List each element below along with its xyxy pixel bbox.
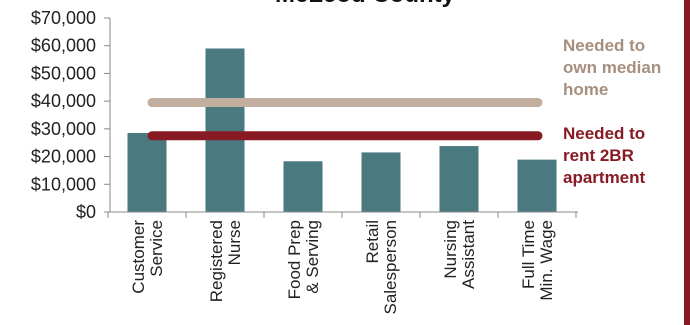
- chart-title: McLeod County: [275, 0, 456, 8]
- bar: [127, 133, 167, 212]
- y-tick-label: $70,000: [31, 8, 96, 28]
- axes: [107, 18, 578, 218]
- y-tick-label: $50,000: [31, 63, 96, 83]
- y-tick-label: $40,000: [31, 91, 96, 111]
- y-axis: $0 $10,000 $20,000 $30,000 $40,000 $50,000 $60…: [31, 8, 110, 222]
- x-tick-label: CustomerService: [129, 220, 166, 294]
- y-tick-label: $30,000: [31, 119, 96, 139]
- x-tick-label: Full TimeMin. Wage: [519, 220, 556, 301]
- reference-lines: [147, 98, 543, 141]
- x-tick-label: RetailSalesperson: [363, 220, 400, 315]
- bar: [205, 48, 245, 212]
- bar: [517, 159, 557, 212]
- x-tick-label: Food Prep& Serving: [285, 220, 322, 299]
- y-tick-label: $0: [76, 202, 96, 222]
- y-tick-label: $10,000: [31, 174, 96, 194]
- bar: [439, 146, 479, 212]
- x-tick-label: NursingAssistant: [441, 220, 478, 289]
- reference-labels: Needed to own median home Needed to rent 2BR…: [563, 36, 661, 187]
- bar: [361, 152, 401, 212]
- bars: [127, 48, 557, 212]
- y-tick-label: $60,000: [31, 36, 96, 56]
- x-axis-labels: CustomerService RegisteredNurse Food Prep&…: [129, 220, 556, 315]
- x-tick-label: RegisteredNurse: [207, 220, 244, 302]
- reference-label: Needed to own median home: [563, 36, 661, 99]
- y-tick-label: $20,000: [31, 147, 96, 167]
- reference-label: Needed to rent 2BR apartment: [563, 124, 646, 187]
- bar: [283, 161, 323, 212]
- right-border: [684, 0, 690, 325]
